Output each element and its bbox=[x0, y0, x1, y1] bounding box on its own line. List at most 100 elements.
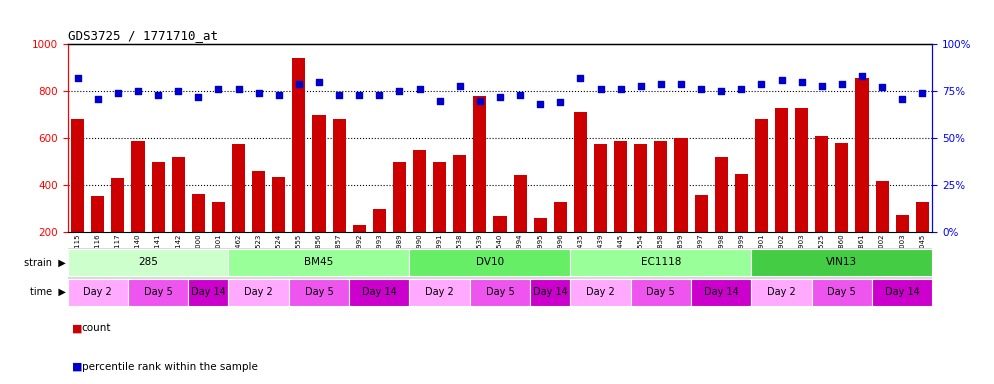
Point bbox=[130, 88, 146, 94]
Point bbox=[452, 83, 468, 89]
Point bbox=[592, 86, 608, 93]
Bar bbox=[634, 144, 647, 232]
Bar bbox=[68, 279, 128, 306]
Bar bbox=[68, 249, 229, 276]
Bar bbox=[815, 136, 828, 232]
Bar bbox=[72, 119, 84, 232]
Bar bbox=[735, 174, 747, 232]
Bar bbox=[292, 58, 305, 232]
Bar bbox=[410, 279, 470, 306]
Bar bbox=[654, 141, 667, 232]
Point bbox=[773, 77, 789, 83]
Bar bbox=[514, 175, 527, 232]
Bar bbox=[594, 144, 607, 232]
Text: Day 2: Day 2 bbox=[245, 287, 273, 297]
Text: ■: ■ bbox=[72, 323, 83, 333]
Point bbox=[191, 94, 207, 100]
Point bbox=[150, 92, 166, 98]
Bar bbox=[410, 249, 571, 276]
Text: GDS3725 / 1771710_at: GDS3725 / 1771710_at bbox=[68, 28, 218, 41]
Text: BM45: BM45 bbox=[304, 257, 334, 268]
Point bbox=[512, 92, 528, 98]
Bar bbox=[856, 78, 869, 232]
Bar bbox=[252, 171, 265, 232]
Point bbox=[653, 81, 669, 87]
Point bbox=[874, 84, 890, 91]
Text: DV10: DV10 bbox=[476, 257, 504, 268]
Bar bbox=[675, 138, 688, 232]
Text: ■: ■ bbox=[72, 362, 83, 372]
Bar bbox=[128, 279, 188, 306]
Bar bbox=[751, 279, 812, 306]
Bar bbox=[470, 279, 530, 306]
Text: Day 2: Day 2 bbox=[83, 287, 112, 297]
Bar bbox=[574, 113, 587, 232]
Bar bbox=[534, 218, 547, 232]
Point bbox=[633, 83, 649, 89]
Bar bbox=[631, 279, 691, 306]
Point bbox=[331, 92, 347, 98]
Point bbox=[814, 83, 830, 89]
Point bbox=[110, 90, 126, 96]
Bar bbox=[571, 279, 631, 306]
Point bbox=[753, 81, 769, 87]
Bar bbox=[453, 155, 466, 232]
Text: Day 5: Day 5 bbox=[646, 287, 675, 297]
Point bbox=[734, 86, 749, 93]
Text: VIN13: VIN13 bbox=[826, 257, 858, 268]
Bar bbox=[212, 202, 225, 232]
Text: Day 14: Day 14 bbox=[704, 287, 739, 297]
Point bbox=[231, 86, 247, 93]
Text: Day 2: Day 2 bbox=[425, 287, 454, 297]
Text: Day 14: Day 14 bbox=[191, 287, 226, 297]
Bar bbox=[289, 279, 349, 306]
Point bbox=[573, 75, 588, 81]
Point bbox=[250, 90, 266, 96]
Bar bbox=[229, 279, 289, 306]
Point bbox=[714, 88, 730, 94]
Bar bbox=[151, 162, 165, 232]
Bar bbox=[795, 108, 808, 232]
Point bbox=[895, 96, 911, 102]
Point bbox=[431, 98, 447, 104]
Text: 285: 285 bbox=[138, 257, 158, 268]
Text: Day 5: Day 5 bbox=[144, 287, 173, 297]
Text: Day 14: Day 14 bbox=[533, 287, 568, 297]
Text: Day 14: Day 14 bbox=[362, 287, 397, 297]
Bar bbox=[571, 249, 751, 276]
Point bbox=[834, 81, 850, 87]
Bar bbox=[188, 279, 229, 306]
Bar bbox=[530, 279, 571, 306]
Point bbox=[70, 75, 85, 81]
Point bbox=[673, 81, 689, 87]
Bar bbox=[272, 177, 285, 232]
Point bbox=[693, 86, 709, 93]
Bar bbox=[393, 162, 406, 232]
Bar bbox=[835, 143, 849, 232]
Bar bbox=[349, 279, 410, 306]
Point bbox=[170, 88, 186, 94]
Text: Day 2: Day 2 bbox=[767, 287, 796, 297]
Point bbox=[472, 98, 488, 104]
Bar bbox=[353, 225, 366, 232]
Bar bbox=[695, 195, 708, 232]
Bar bbox=[111, 178, 124, 232]
Bar bbox=[691, 279, 751, 306]
Bar bbox=[751, 249, 932, 276]
Bar bbox=[473, 96, 486, 232]
Point bbox=[392, 88, 408, 94]
Bar bbox=[433, 162, 446, 232]
Text: Day 5: Day 5 bbox=[304, 287, 333, 297]
Text: count: count bbox=[82, 323, 111, 333]
Text: Day 2: Day 2 bbox=[586, 287, 615, 297]
Bar bbox=[715, 157, 728, 232]
Point bbox=[412, 86, 427, 93]
Point bbox=[553, 99, 569, 106]
Bar bbox=[812, 279, 872, 306]
Point bbox=[532, 101, 548, 108]
Text: strain  ▶: strain ▶ bbox=[24, 257, 66, 268]
Point bbox=[351, 92, 367, 98]
Point bbox=[612, 86, 628, 93]
Point bbox=[914, 90, 930, 96]
Bar bbox=[172, 157, 185, 232]
